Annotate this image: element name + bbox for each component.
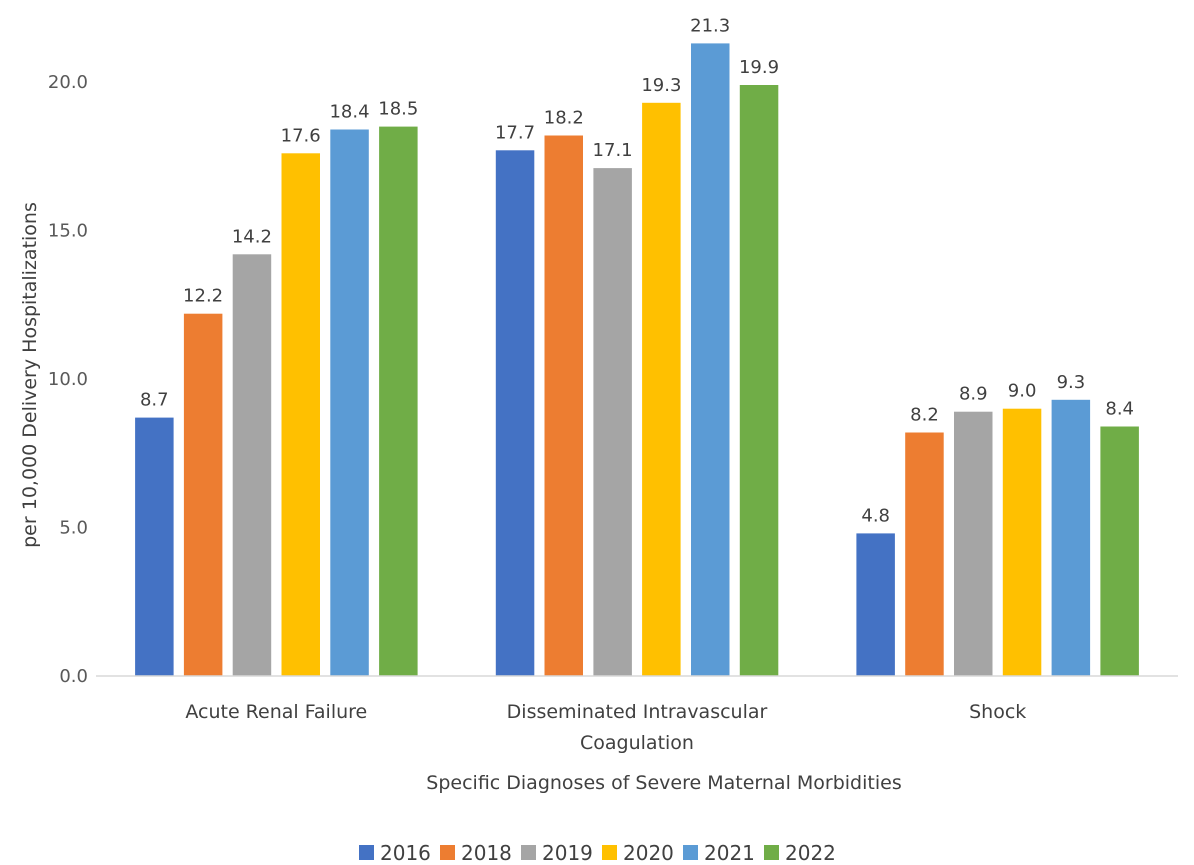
bar-2020-3 [1002, 408, 1042, 676]
data-label: 19.9 [739, 57, 779, 78]
category-label: Acute Renal Failure [185, 701, 367, 723]
data-label: 18.4 [329, 102, 369, 123]
legend-swatch-2020 [602, 845, 617, 860]
bar-2016-1 [135, 417, 174, 676]
bar-2019-3 [954, 411, 993, 676]
bar-2019-1 [232, 254, 272, 677]
bars [135, 43, 1139, 677]
category-label: Disseminated Intravascular [507, 701, 768, 723]
bar-2021-2 [691, 43, 730, 676]
data-labels: 8.7 12.2 14.2 17.6 18.4 18.5 17.7 18.2 17.1 19.3 2… [140, 15, 1134, 526]
legend-swatch-2019 [521, 845, 536, 860]
legend-swatch-2022 [764, 845, 779, 860]
data-label: 8.7 [140, 390, 169, 411]
y-axis-title: per 10,000 Delivery Hospitalizations [19, 202, 41, 548]
bar-2022-3 [1100, 426, 1139, 676]
legend-swatch-2018 [440, 845, 455, 860]
data-label: 17.6 [281, 125, 321, 146]
bar-2022-1 [379, 126, 418, 677]
data-label: 19.3 [641, 75, 681, 96]
data-label: 18.2 [544, 108, 584, 129]
bar-2021-1 [330, 129, 369, 676]
legend: 2016 2018 2019 2020 2021 2022 [359, 841, 836, 865]
y-tick-label: 10.0 [48, 369, 88, 390]
data-label: 17.7 [495, 122, 535, 143]
legend-label: 2019 [542, 841, 593, 865]
data-label: 8.9 [959, 384, 988, 405]
bar-2021-3 [1051, 399, 1091, 676]
bar-2016-3 [856, 533, 895, 676]
bar-2022-2 [739, 85, 779, 676]
y-tick-label: 15.0 [48, 221, 88, 242]
y-tick-label: 5.0 [59, 518, 88, 539]
bar-2018-2 [544, 135, 583, 676]
legend-label: 2016 [380, 841, 431, 865]
data-label: 12.2 [183, 286, 223, 307]
legend-label: 2022 [785, 841, 836, 865]
bar-2018-3 [905, 432, 944, 676]
y-tick-label: 20.0 [48, 72, 88, 93]
data-label: 8.4 [1105, 399, 1134, 420]
legend-swatch-2021 [683, 845, 698, 860]
data-label: 17.1 [593, 140, 633, 161]
bar-2020-1 [281, 153, 320, 677]
legend-swatch-2016 [359, 845, 374, 860]
data-label: 4.8 [861, 505, 890, 526]
x-axis-title: Specific Diagnoses of Severe Maternal Mo… [426, 772, 901, 794]
bar-2020-2 [642, 102, 681, 677]
bar-2018-1 [183, 313, 223, 676]
data-label: 14.2 [232, 226, 272, 247]
y-tick-label: 0.0 [59, 666, 88, 687]
data-label: 21.3 [690, 15, 730, 36]
data-label: 9.0 [1008, 381, 1037, 402]
data-label: 8.2 [910, 405, 939, 426]
data-label: 9.3 [1057, 372, 1086, 393]
bar-2019-2 [593, 168, 632, 676]
legend-label: 2021 [704, 841, 755, 865]
data-label: 18.5 [378, 99, 418, 120]
category-label: Shock [969, 701, 1026, 723]
bar-2016-2 [495, 150, 535, 677]
y-axis-ticks: 0.0 5.0 10.0 15.0 20.0 [48, 72, 88, 687]
category-label: Coagulation [580, 732, 694, 754]
legend-label: 2018 [461, 841, 512, 865]
category-labels: Acute Renal Failure Disseminated Intravas… [185, 701, 1026, 754]
legend-label: 2020 [623, 841, 674, 865]
